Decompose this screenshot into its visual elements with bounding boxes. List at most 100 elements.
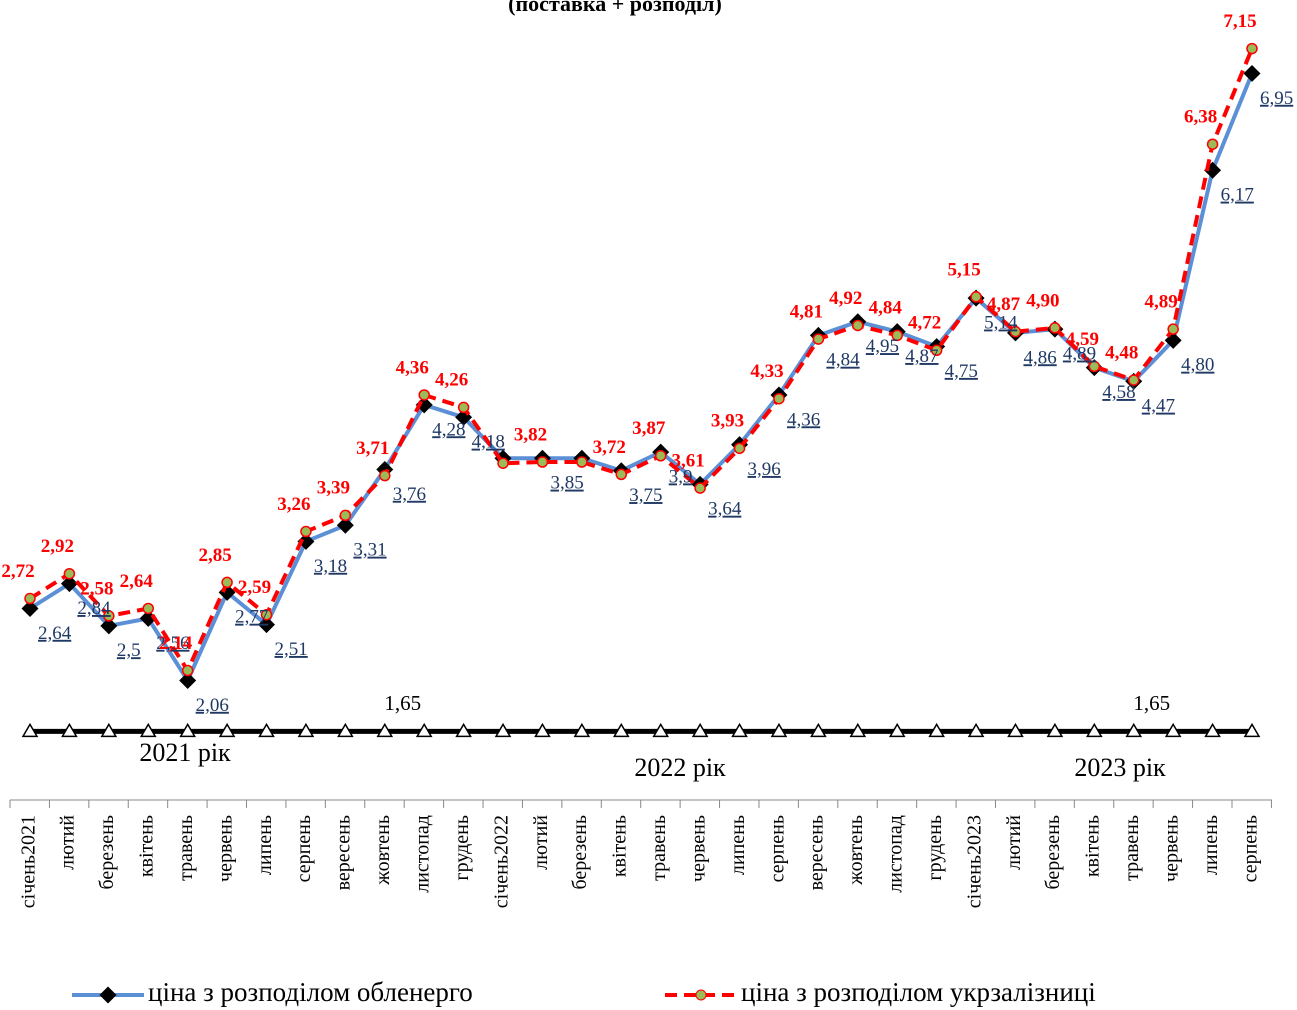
value-label: 3,85: [550, 473, 583, 494]
triangle-marker: [770, 722, 788, 738]
series-line: [28, 47, 1254, 675]
x-tick-label: грудень: [451, 815, 473, 881]
triangle-marker: [691, 722, 709, 738]
circle-marker: [339, 509, 352, 522]
x-tick-label: травень: [175, 815, 197, 881]
x-tick-label: лютий: [57, 815, 79, 870]
triangle-marker: [534, 722, 551, 738]
x-tick-label: липень: [727, 815, 749, 875]
triangle-marker: [967, 722, 985, 738]
circle-marker: [260, 608, 273, 621]
triangle-marker: [179, 722, 196, 738]
circle-marker: [221, 576, 233, 589]
value-label: 4,72: [908, 313, 941, 334]
value-label: 3,61: [672, 450, 705, 471]
circle-marker: [930, 344, 943, 357]
triangle-marker: [21, 722, 39, 738]
legend-marker: [695, 989, 707, 1001]
value-label: 2,92: [41, 536, 74, 557]
triangle-marker: [100, 722, 118, 738]
triangle-marker: [1125, 722, 1143, 738]
x-tick-label: вересень: [806, 815, 828, 890]
value-label: 4,75: [945, 361, 978, 382]
value-label: 2,56: [156, 633, 189, 654]
circle-marker: [812, 333, 825, 345]
triangle-marker: [61, 722, 78, 738]
x-tick-label: січень2023: [963, 815, 985, 908]
value-label: 4,33: [750, 361, 783, 382]
triangle-marker: [573, 722, 591, 738]
circle-marker: [891, 329, 903, 342]
circle-marker: [694, 482, 706, 494]
value-label: 2,14: [159, 633, 193, 654]
value-label: 2,84: [77, 598, 111, 619]
x-tick-label: липень: [1200, 815, 1222, 875]
x-tick-label: листопад: [885, 815, 907, 893]
x-tick-label: травень: [1121, 815, 1143, 881]
year-label: 2021 рік: [139, 738, 231, 767]
value-label: 2,77: [235, 607, 268, 628]
x-tick-label: жовтень: [372, 815, 394, 886]
triangle-marker: [849, 722, 867, 738]
diamond-marker: [297, 532, 315, 550]
diamond-marker: [60, 575, 78, 593]
circle-marker: [536, 456, 549, 468]
x-tick-label: серпень: [293, 815, 315, 882]
x-tick-label: серпень: [766, 815, 788, 882]
triangle-marker: [1046, 722, 1064, 738]
triangle-marker: [139, 722, 157, 738]
triangle-marker: [415, 722, 433, 738]
triangle-marker: [652, 722, 670, 738]
value-label: 1,65: [384, 691, 421, 715]
value-label: 3,9: [669, 466, 693, 487]
circle-marker: [1009, 325, 1022, 338]
x-tick-label: квітень: [1082, 815, 1104, 877]
diamond-marker: [21, 599, 39, 617]
value-label: 2,5: [117, 640, 141, 661]
value-label: 3,96: [748, 459, 781, 480]
circle-marker: [615, 468, 628, 481]
value-label: 4,89: [1145, 292, 1178, 313]
value-label: 4,84: [869, 298, 903, 319]
circle-marker: [418, 389, 430, 401]
value-label: 4,58: [1102, 382, 1135, 403]
value-label: 3,39: [317, 478, 350, 499]
triangle-marker: [928, 722, 945, 738]
value-label: 5,14: [984, 312, 1018, 333]
legend-label: ціна з розподілом обленерго: [148, 977, 473, 1007]
value-label: 2,58: [80, 578, 113, 599]
diamond-marker: [336, 516, 354, 534]
triangle-marker: [337, 722, 354, 738]
circle-marker: [1088, 360, 1101, 373]
value-label: 4,87: [905, 346, 938, 367]
x-tick-label: червень: [687, 815, 709, 882]
triangle-marker: [455, 722, 472, 738]
value-label: 3,87: [632, 418, 666, 439]
triangle-marker: [376, 722, 394, 738]
value-label: 2,64: [38, 623, 72, 644]
circle-marker: [576, 456, 588, 468]
triangle-marker: [612, 722, 630, 738]
x-tick-label: березень: [1042, 815, 1064, 890]
x-tick-label: травень: [648, 815, 670, 881]
x-tick-label: січень2022: [490, 815, 512, 908]
diamond-marker: [179, 671, 197, 689]
value-label: 4,36: [396, 357, 429, 378]
circle-marker: [497, 457, 509, 469]
circle-marker: [379, 469, 391, 482]
value-label: 4,80: [1181, 355, 1214, 376]
x-tick-label: березень: [96, 815, 118, 890]
circle-marker: [773, 392, 785, 405]
value-label: 4,59: [1066, 329, 1099, 350]
value-label: 3,26: [277, 494, 310, 515]
legend-marker: [99, 986, 117, 1004]
circle-marker: [970, 291, 982, 303]
value-label: 3,71: [356, 438, 389, 459]
value-label: 5,15: [947, 259, 980, 280]
diamond-marker: [258, 616, 276, 634]
circle-marker: [852, 319, 864, 332]
x-tick-label: січень2021: [17, 815, 39, 908]
circle-marker: [733, 442, 746, 455]
x-tick-label: вересень: [333, 815, 355, 890]
